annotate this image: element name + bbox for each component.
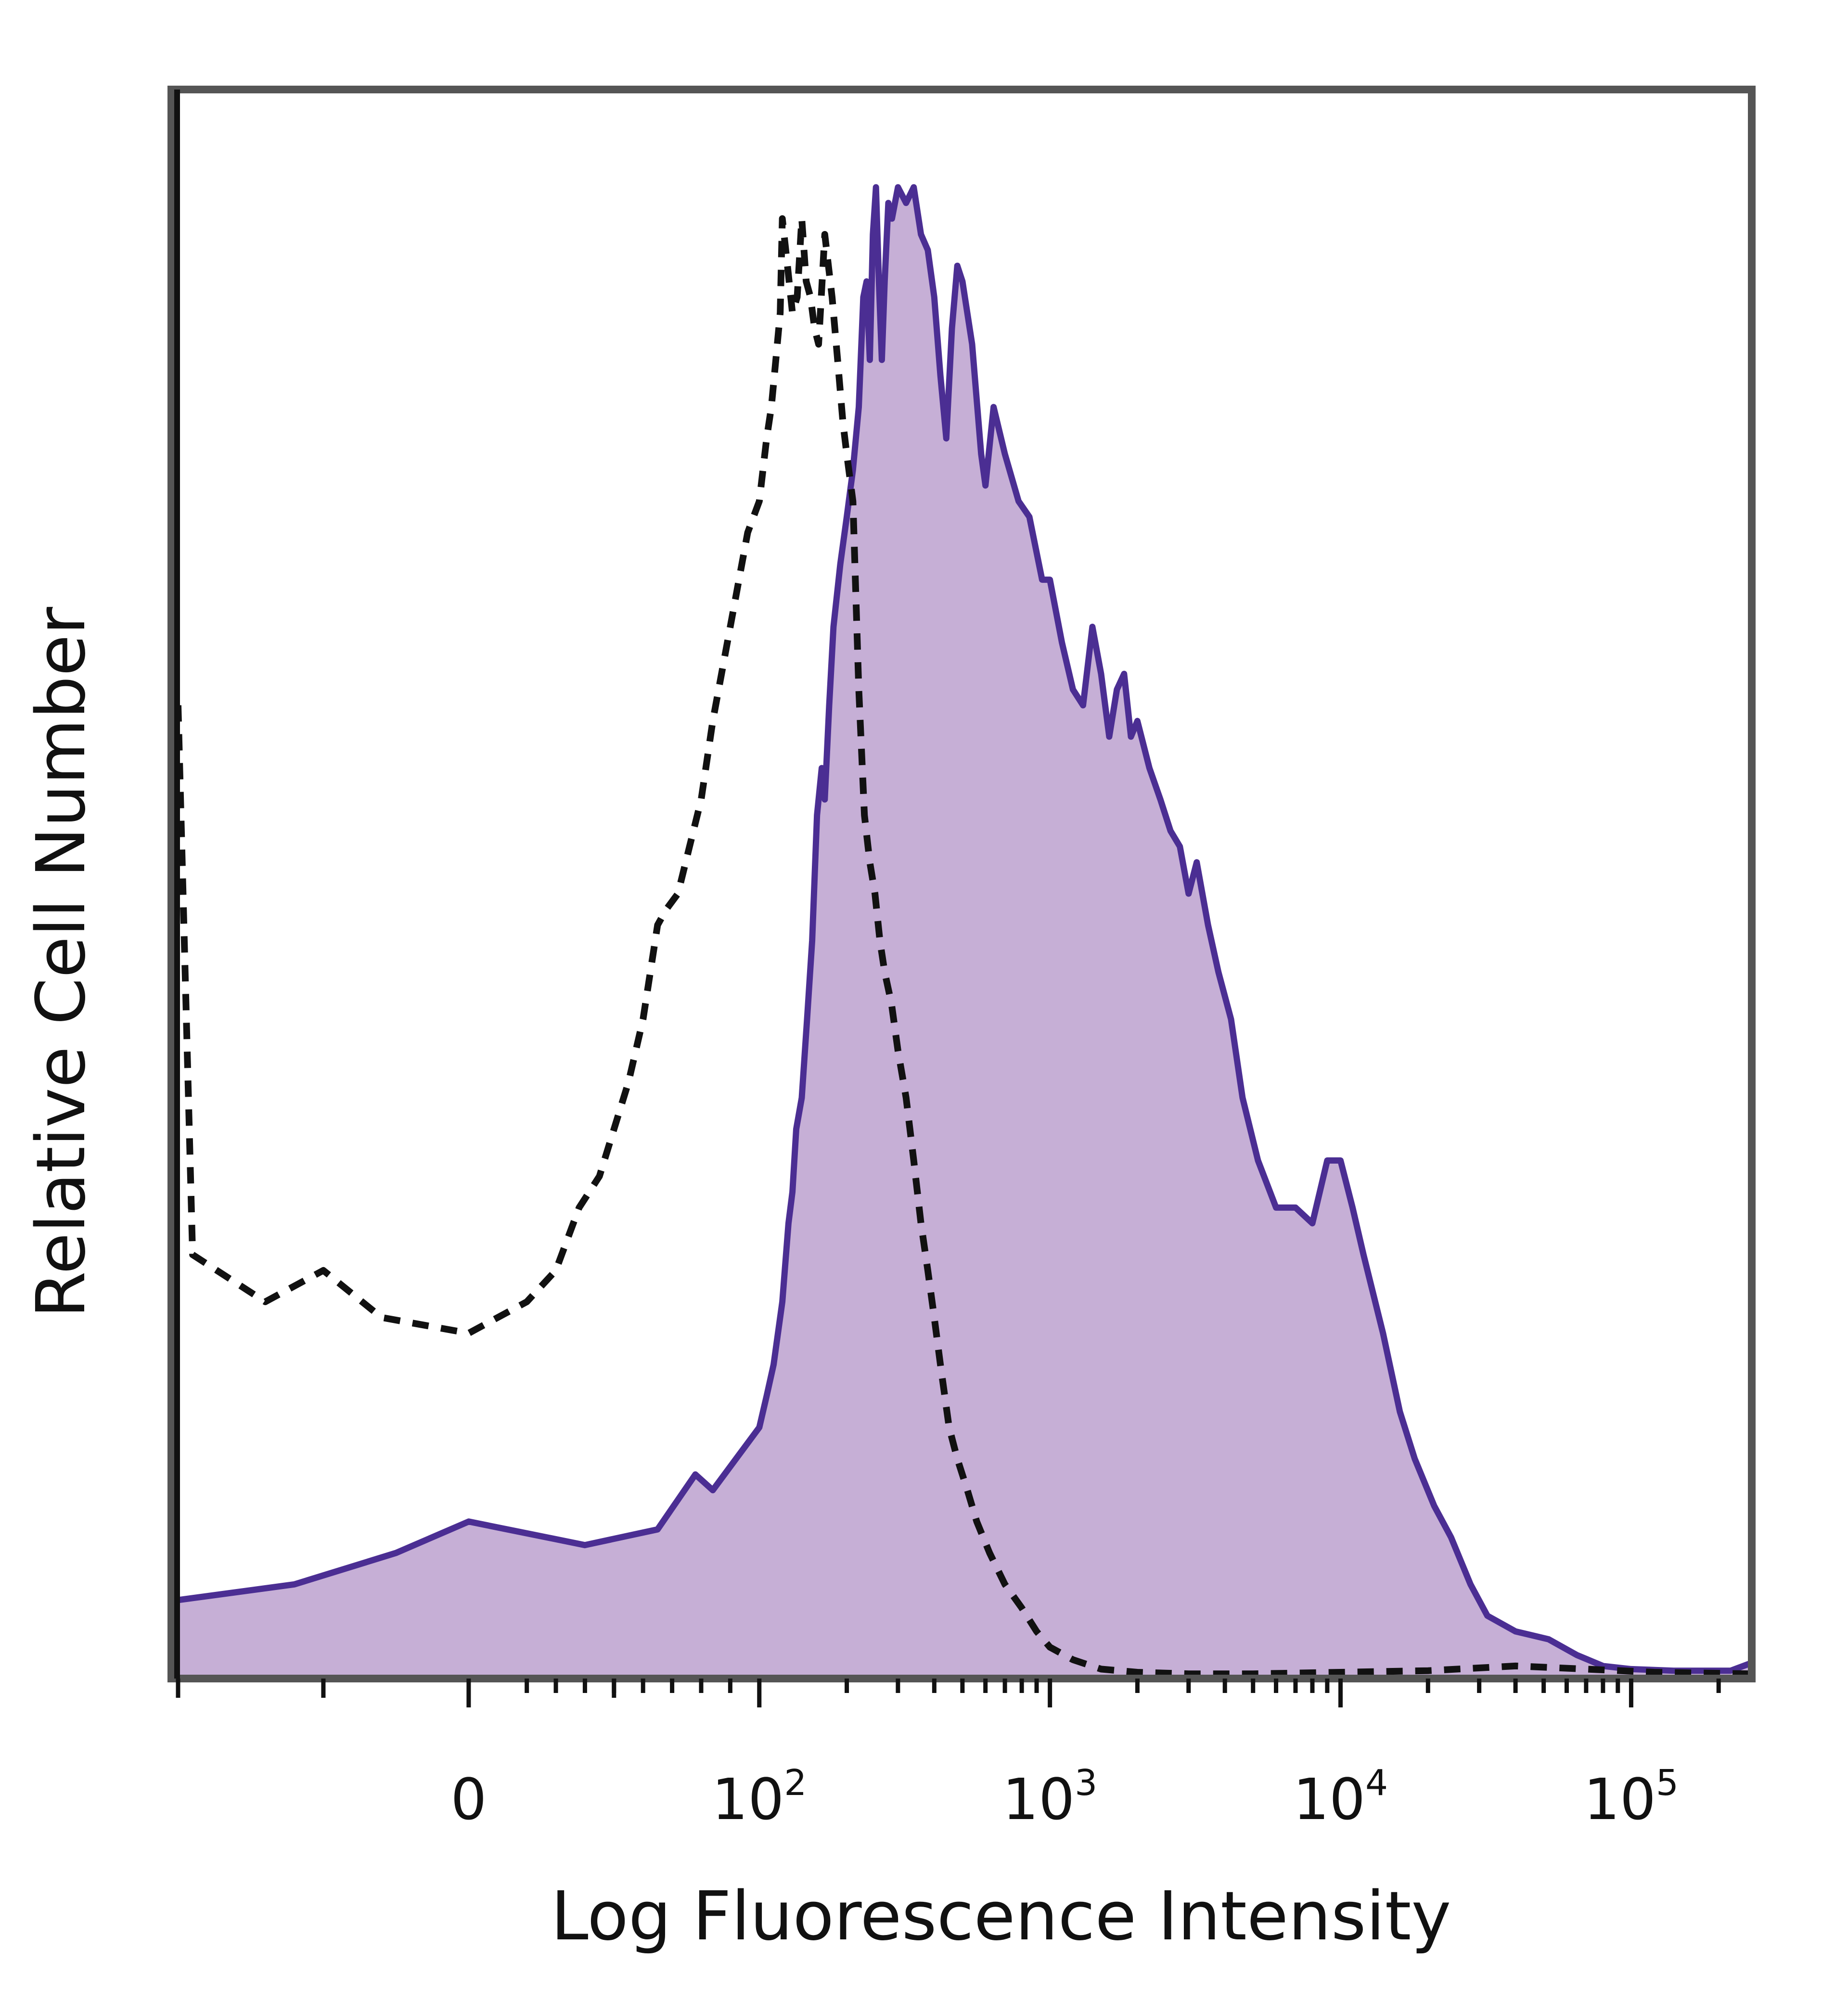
x-axis-title: Log Fluorescence Intensity	[551, 1877, 1451, 1956]
x-tick-label: 104	[1293, 1762, 1388, 1833]
x-axis-ticks	[178, 1679, 1719, 1707]
x-tick-label: 103	[1002, 1762, 1097, 1833]
series-layer	[178, 187, 1752, 1679]
x-axis-tick-labels: 0 102 103 104 105	[450, 1762, 1679, 1833]
x-tick-label: 0	[450, 1766, 487, 1833]
y-axis-title: Relative Cell Number	[22, 607, 101, 1318]
x-tick-label: 105	[1584, 1762, 1679, 1833]
x-tick-label: 102	[712, 1762, 807, 1833]
stained-histogram-area	[178, 187, 1752, 1679]
